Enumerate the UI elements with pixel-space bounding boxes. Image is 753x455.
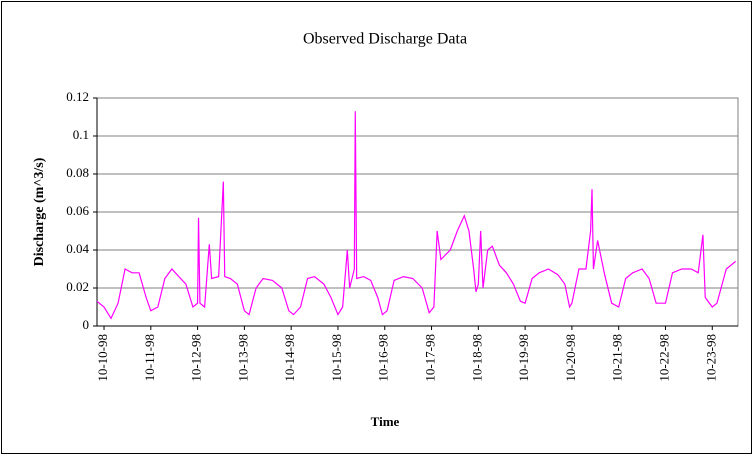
- x-tick-label: 10-13-98: [235, 334, 250, 382]
- x-tick-label: 10-17-98: [423, 334, 438, 382]
- x-tick-label: 10-14-98: [282, 334, 297, 382]
- x-tick-label: 10-23-98: [703, 334, 718, 382]
- y-tick-label: 0.12: [66, 89, 89, 104]
- x-tick-label: 10-21-98: [610, 334, 625, 382]
- x-tick-label: 10-22-98: [656, 334, 671, 382]
- x-tick-label: 10-16-98: [376, 334, 391, 382]
- y-tick-label: 0.08: [66, 165, 89, 180]
- data-line: [96, 111, 737, 320]
- x-tick-label: 10-20-98: [563, 334, 578, 382]
- x-tick-label: 10-15-98: [329, 334, 344, 382]
- x-tick-label: 10-12-98: [189, 334, 204, 382]
- y-tick-label: 0.04: [66, 241, 89, 256]
- y-axis-label: Discharge (m^3/s): [32, 157, 47, 266]
- x-tick-label: 10-19-98: [516, 334, 531, 382]
- y-tick-label: 0.02: [66, 279, 89, 294]
- y-tick-label: 0: [83, 317, 90, 332]
- y-tick-label: 0.06: [66, 203, 89, 218]
- x-axis-label: Time: [371, 414, 400, 429]
- chart-title: Observed Discharge Data: [303, 31, 467, 48]
- x-tick-label: 10-10-98: [95, 334, 110, 382]
- x-tick-label: 10-11-98: [142, 334, 157, 381]
- x-tick-label: 10-18-98: [469, 334, 484, 382]
- y-tick-label: 0.1: [73, 127, 89, 142]
